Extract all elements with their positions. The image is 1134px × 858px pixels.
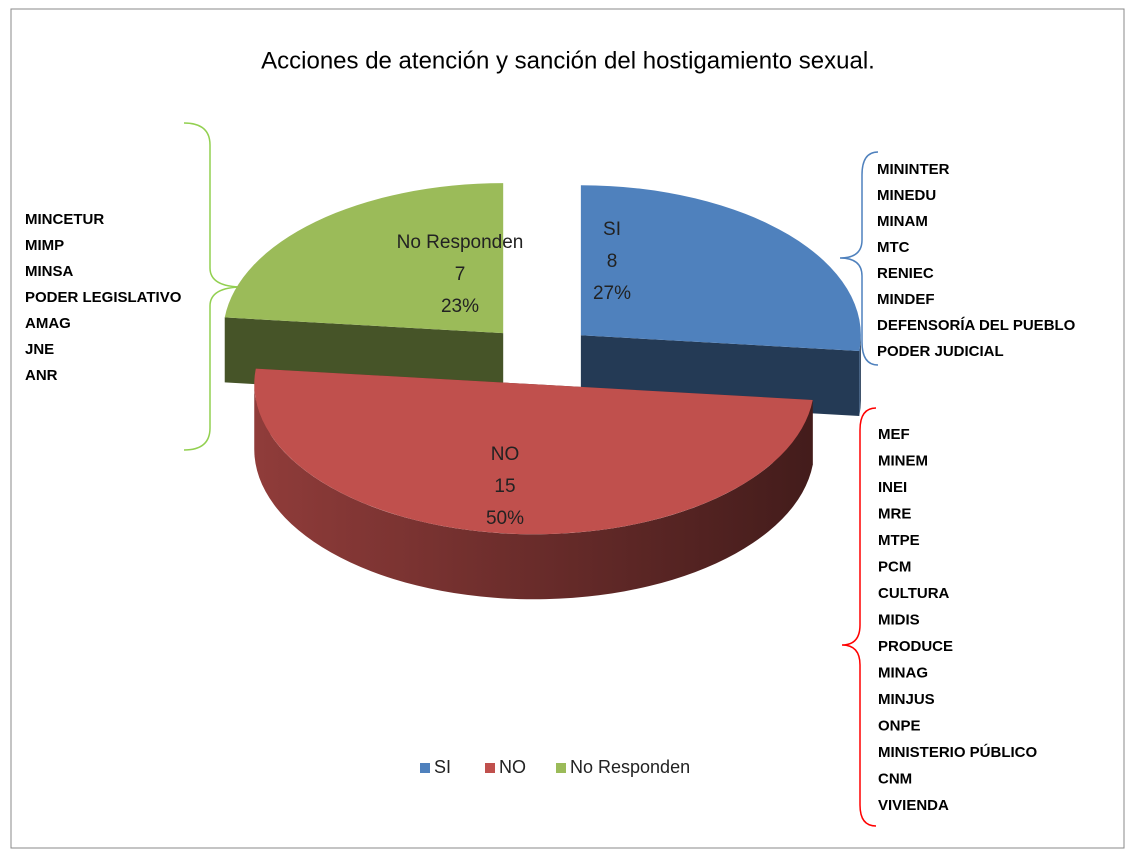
annotation: MINISTERIO PÚBLICO <box>878 743 1038 761</box>
annotation: MIMP <box>25 237 64 254</box>
annotation: INEI <box>878 479 907 496</box>
legend-swatch <box>420 763 430 773</box>
chart-title: Acciones de atención y sanción del hosti… <box>261 47 875 74</box>
slice-wall <box>254 384 813 600</box>
slice-category: SI <box>603 219 621 240</box>
bracket <box>841 407 877 827</box>
annotation: MINSA <box>25 263 74 280</box>
annotation: MTPE <box>878 532 920 549</box>
legend-label: NO <box>499 757 526 777</box>
annotation: MRE <box>878 505 911 522</box>
annotation: DEFENSORÍA DEL PUEBLO <box>877 317 1076 334</box>
slice-category: No Responden <box>397 232 524 253</box>
bracket <box>839 151 879 366</box>
annotation: MINCETUR <box>25 211 104 228</box>
slice-value: 7 <box>455 264 466 285</box>
slice <box>580 185 861 351</box>
slice-category: NO <box>491 444 520 465</box>
annotation: ONPE <box>878 717 921 734</box>
annotation: MINEDU <box>877 187 936 204</box>
legend-swatch <box>485 763 495 773</box>
annotation: MINAG <box>878 664 928 681</box>
legend-label: No Responden <box>570 757 690 777</box>
legend-swatch <box>556 763 566 773</box>
slice-percent: 50% <box>486 508 524 529</box>
slice-value: 8 <box>607 251 618 272</box>
annotation: AMAG <box>25 315 71 332</box>
slice <box>224 183 504 334</box>
legend-label: SI <box>434 757 451 777</box>
annotation: PODER LEGISLATIVO <box>25 289 182 306</box>
annotation: PCM <box>878 558 911 575</box>
annotation: JNE <box>25 341 54 358</box>
annotation: ANR <box>25 367 58 384</box>
annotation: MINAM <box>877 213 928 230</box>
annotation: MEF <box>878 426 910 443</box>
annotation: CNM <box>878 770 912 787</box>
slice-wall <box>859 335 861 416</box>
annotation: MTC <box>877 239 910 256</box>
annotation: MINJUS <box>878 691 935 708</box>
annotation: RENIEC <box>877 265 934 282</box>
annotation: MIDIS <box>878 611 920 628</box>
annotation: CULTURA <box>878 585 950 602</box>
annotation: MININTER <box>877 161 950 178</box>
annotation: MINEM <box>878 452 928 469</box>
annotation: PRODUCE <box>878 638 953 655</box>
annotation: PODER JUDICIAL <box>877 343 1004 360</box>
annotation: VIVIENDA <box>878 797 949 814</box>
slice-value: 15 <box>494 476 515 497</box>
slice-percent: 27% <box>593 283 631 304</box>
slice-percent: 23% <box>441 296 479 317</box>
slice <box>254 368 813 535</box>
annotation: MINDEF <box>877 291 935 308</box>
